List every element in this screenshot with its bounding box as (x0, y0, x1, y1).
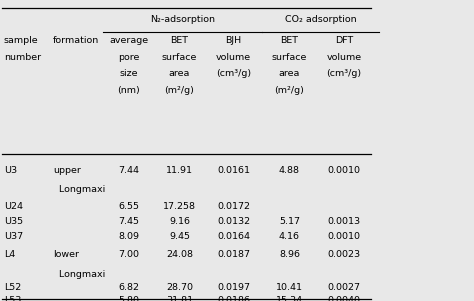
Text: 0.0197: 0.0197 (217, 283, 250, 292)
Text: U37: U37 (4, 232, 23, 241)
Text: U35: U35 (4, 217, 23, 226)
Text: 28.70: 28.70 (166, 283, 193, 292)
Text: surface: surface (272, 53, 307, 62)
Text: N₂-adsorption: N₂-adsorption (150, 15, 215, 24)
Text: L52: L52 (4, 283, 21, 292)
Text: Longmaxi: Longmaxi (53, 185, 105, 194)
Text: 9.45: 9.45 (169, 232, 190, 241)
Text: 5.17: 5.17 (279, 217, 300, 226)
Text: 11.91: 11.91 (166, 166, 193, 175)
Text: 4.88: 4.88 (279, 166, 300, 175)
Text: 5.80: 5.80 (118, 296, 139, 301)
Text: U24: U24 (4, 202, 23, 211)
Text: 0.0186: 0.0186 (217, 296, 250, 301)
Text: volume: volume (326, 53, 362, 62)
Text: lower: lower (53, 250, 79, 259)
Text: 6.55: 6.55 (118, 202, 139, 211)
Text: (cm³/g): (cm³/g) (326, 69, 362, 78)
Text: 0.0040: 0.0040 (328, 296, 360, 301)
Text: 7.44: 7.44 (118, 166, 139, 175)
Text: number: number (4, 53, 41, 62)
Text: formation: formation (53, 36, 100, 45)
Text: 7.00: 7.00 (118, 250, 139, 259)
Text: (m²/g): (m²/g) (164, 86, 194, 95)
Text: BET: BET (281, 36, 298, 45)
Text: 15.34: 15.34 (276, 296, 303, 301)
Text: BJH: BJH (225, 36, 242, 45)
Text: 9.16: 9.16 (169, 217, 190, 226)
Text: CO₂ adsorption: CO₂ adsorption (285, 15, 356, 24)
Text: 0.0172: 0.0172 (217, 202, 250, 211)
Text: 0.0132: 0.0132 (217, 217, 250, 226)
Text: 31.81: 31.81 (166, 296, 193, 301)
Text: 0.0010: 0.0010 (328, 166, 360, 175)
Text: (m²/g): (m²/g) (274, 86, 304, 95)
Text: 17.258: 17.258 (163, 202, 196, 211)
Text: volume: volume (216, 53, 251, 62)
Text: 6.82: 6.82 (118, 283, 139, 292)
Text: 7.45: 7.45 (118, 217, 139, 226)
Text: area: area (169, 69, 190, 78)
Text: area: area (279, 69, 300, 78)
Text: 0.0164: 0.0164 (217, 232, 250, 241)
Text: 8.09: 8.09 (118, 232, 139, 241)
Text: pore: pore (118, 53, 139, 62)
Text: upper: upper (53, 166, 81, 175)
Text: 24.08: 24.08 (166, 250, 193, 259)
Text: average: average (109, 36, 148, 45)
Text: (nm): (nm) (118, 86, 140, 95)
Text: 0.0161: 0.0161 (217, 166, 250, 175)
Text: BET: BET (171, 36, 188, 45)
Text: L53: L53 (4, 296, 21, 301)
Text: 0.0010: 0.0010 (328, 232, 360, 241)
Text: 0.0187: 0.0187 (217, 250, 250, 259)
Text: DFT: DFT (335, 36, 353, 45)
Text: Longmaxi: Longmaxi (53, 270, 105, 279)
Text: surface: surface (162, 53, 197, 62)
Text: U3: U3 (4, 166, 17, 175)
Text: size: size (119, 69, 138, 78)
Text: (cm³/g): (cm³/g) (216, 69, 251, 78)
Text: 10.41: 10.41 (276, 283, 303, 292)
Text: 8.96: 8.96 (279, 250, 300, 259)
Text: 0.0027: 0.0027 (328, 283, 360, 292)
Text: 4.16: 4.16 (279, 232, 300, 241)
Text: L4: L4 (4, 250, 15, 259)
Text: 0.0013: 0.0013 (328, 217, 360, 226)
Text: 0.0023: 0.0023 (328, 250, 360, 259)
Text: sample: sample (4, 36, 38, 45)
